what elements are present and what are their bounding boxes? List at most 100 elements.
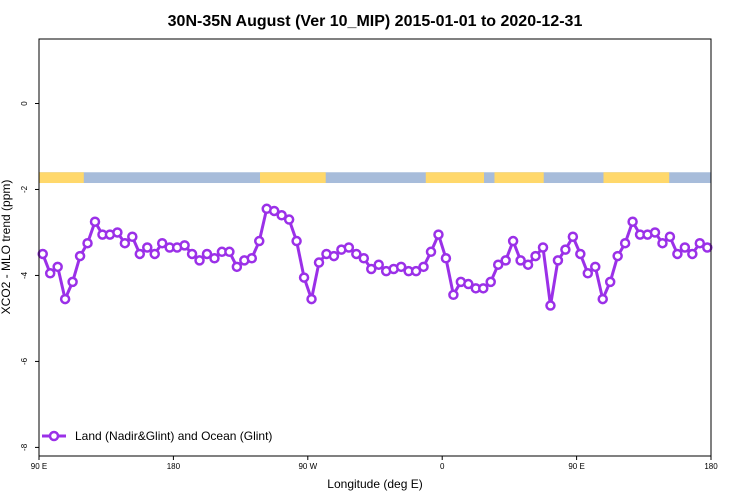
data-point — [134, 248, 146, 260]
data-point — [507, 235, 519, 247]
data-point — [425, 246, 437, 258]
y-tick-label-1: -2 — [20, 185, 29, 193]
data-point — [545, 300, 556, 311]
data-point — [664, 231, 676, 243]
data-point — [672, 248, 683, 260]
data-point — [604, 276, 616, 288]
land-band-3 — [494, 172, 544, 184]
land-band-1 — [260, 172, 326, 184]
data-point — [112, 227, 123, 238]
data-point — [366, 263, 377, 275]
data-point — [209, 252, 220, 264]
legend-marker — [48, 430, 60, 442]
data-point — [82, 237, 93, 249]
data-point — [119, 237, 131, 249]
data-point — [679, 242, 691, 253]
data-point — [485, 276, 496, 288]
data-point — [567, 231, 579, 243]
plot-frame — [38, 38, 712, 457]
x-tick-label-1: 180 — [167, 462, 181, 471]
axes: 90 E 180 90 W 0 90 E 180 0 -2 -4 -6 -8 — [20, 101, 718, 471]
data-point — [500, 255, 511, 266]
data-point — [612, 250, 623, 262]
data-point — [410, 265, 422, 277]
data-point — [37, 248, 48, 260]
data-point — [530, 250, 541, 262]
data-point — [89, 216, 101, 227]
data-point — [575, 248, 586, 260]
data-point — [142, 242, 153, 253]
x-tick-label-2: 90 W — [298, 462, 317, 471]
series-layer — [37, 203, 713, 311]
data-point — [44, 268, 56, 279]
x-axis-label: Longitude (deg E) — [327, 477, 422, 491]
data-point — [201, 248, 213, 260]
data-point — [231, 261, 243, 273]
y-tick-label-0: 0 — [20, 101, 29, 106]
data-point — [283, 214, 295, 225]
data-point — [358, 252, 370, 264]
y-tick-label-3: -6 — [20, 357, 29, 365]
data-point — [582, 268, 594, 279]
data-point — [74, 250, 86, 262]
x-tick-label-5: 180 — [704, 462, 718, 471]
data-point — [657, 237, 668, 249]
data-point — [291, 235, 302, 247]
data-point — [67, 276, 78, 288]
ocean-band — [39, 172, 711, 184]
data-point — [522, 259, 534, 270]
data-point — [276, 210, 287, 221]
data-point — [254, 235, 265, 247]
data-point — [313, 257, 325, 268]
data-point — [149, 248, 160, 260]
data-point — [515, 255, 526, 266]
data-point — [194, 255, 205, 266]
data-point — [702, 242, 713, 253]
surface-type-band — [39, 172, 711, 184]
data-point — [224, 246, 235, 258]
data-point — [156, 237, 168, 249]
data-point — [478, 283, 489, 294]
data-point — [440, 252, 452, 264]
data-point — [433, 229, 444, 240]
data-point — [649, 227, 661, 238]
data-point — [179, 240, 190, 251]
y-axis-label: XCO2 - MLO trend (ppm) — [0, 180, 13, 315]
data-point — [537, 242, 549, 253]
data-point — [298, 272, 310, 283]
data-point — [694, 237, 706, 249]
data-point — [306, 293, 317, 305]
data-point — [59, 293, 71, 305]
data-point — [552, 255, 564, 266]
data-point — [687, 248, 698, 260]
data-point — [560, 244, 571, 255]
x-tick-label-4: 90 E — [568, 462, 584, 471]
data-point — [619, 237, 631, 249]
data-point — [351, 248, 362, 260]
data-point — [186, 248, 198, 260]
legend-label: Land (Nadir&Glint) and Ocean (Glint) — [75, 429, 272, 443]
land-band-2 — [425, 172, 485, 184]
data-point — [418, 261, 429, 273]
y-tick-label-4: -8 — [20, 443, 29, 451]
chart-title: 30N-35N August (Ver 10_MIP) 2015-01-01 t… — [168, 13, 583, 30]
data-point — [127, 231, 138, 243]
y-tick-label-2: -4 — [20, 271, 29, 279]
data-point — [52, 261, 63, 273]
data-point — [597, 293, 608, 305]
data-point — [492, 259, 504, 270]
data-point — [343, 242, 355, 253]
data-point — [463, 278, 474, 290]
land-band-0 — [39, 172, 84, 184]
data-point — [268, 205, 280, 217]
x-tick-label-0: 90 E — [31, 462, 47, 471]
data-point — [395, 261, 407, 273]
data-point — [373, 259, 384, 270]
land-band-4 — [603, 172, 670, 184]
x-tick-label-3: 0 — [440, 462, 445, 471]
legend: Land (Nadir&Glint) and Ocean (Glint) — [42, 429, 272, 443]
data-point — [328, 250, 340, 262]
data-point — [627, 216, 638, 227]
data-point — [246, 252, 258, 264]
